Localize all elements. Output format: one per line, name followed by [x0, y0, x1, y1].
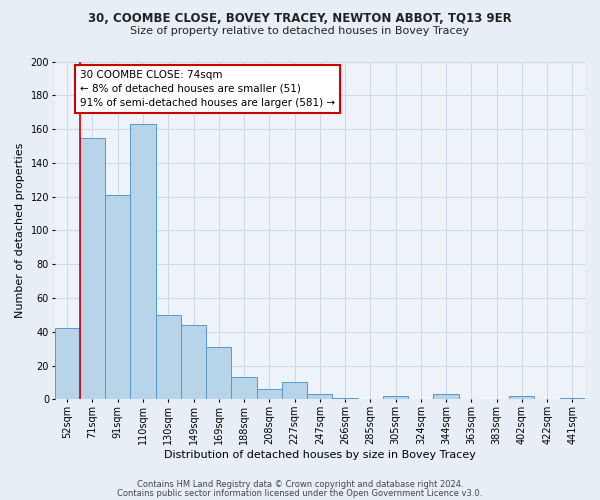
Text: 30 COOMBE CLOSE: 74sqm
← 8% of detached houses are smaller (51)
91% of semi-deta: 30 COOMBE CLOSE: 74sqm ← 8% of detached …	[80, 70, 335, 108]
Bar	[206, 347, 232, 400]
Bar	[383, 396, 408, 400]
Bar	[80, 138, 105, 400]
Y-axis label: Number of detached properties: Number of detached properties	[15, 143, 25, 318]
Bar	[282, 382, 307, 400]
Bar	[332, 398, 358, 400]
Bar	[509, 396, 535, 400]
Text: 30, COOMBE CLOSE, BOVEY TRACEY, NEWTON ABBOT, TQ13 9ER: 30, COOMBE CLOSE, BOVEY TRACEY, NEWTON A…	[88, 12, 512, 26]
Bar	[560, 398, 585, 400]
Bar	[130, 124, 155, 400]
Bar	[257, 390, 282, 400]
Bar	[232, 378, 257, 400]
X-axis label: Distribution of detached houses by size in Bovey Tracey: Distribution of detached houses by size …	[164, 450, 476, 460]
Bar	[181, 325, 206, 400]
Bar	[105, 195, 130, 400]
Bar	[433, 394, 459, 400]
Bar	[307, 394, 332, 400]
Text: Contains HM Land Registry data © Crown copyright and database right 2024.: Contains HM Land Registry data © Crown c…	[137, 480, 463, 489]
Text: Contains public sector information licensed under the Open Government Licence v3: Contains public sector information licen…	[118, 489, 482, 498]
Text: Size of property relative to detached houses in Bovey Tracey: Size of property relative to detached ho…	[130, 26, 470, 36]
Bar	[55, 328, 80, 400]
Bar	[155, 315, 181, 400]
